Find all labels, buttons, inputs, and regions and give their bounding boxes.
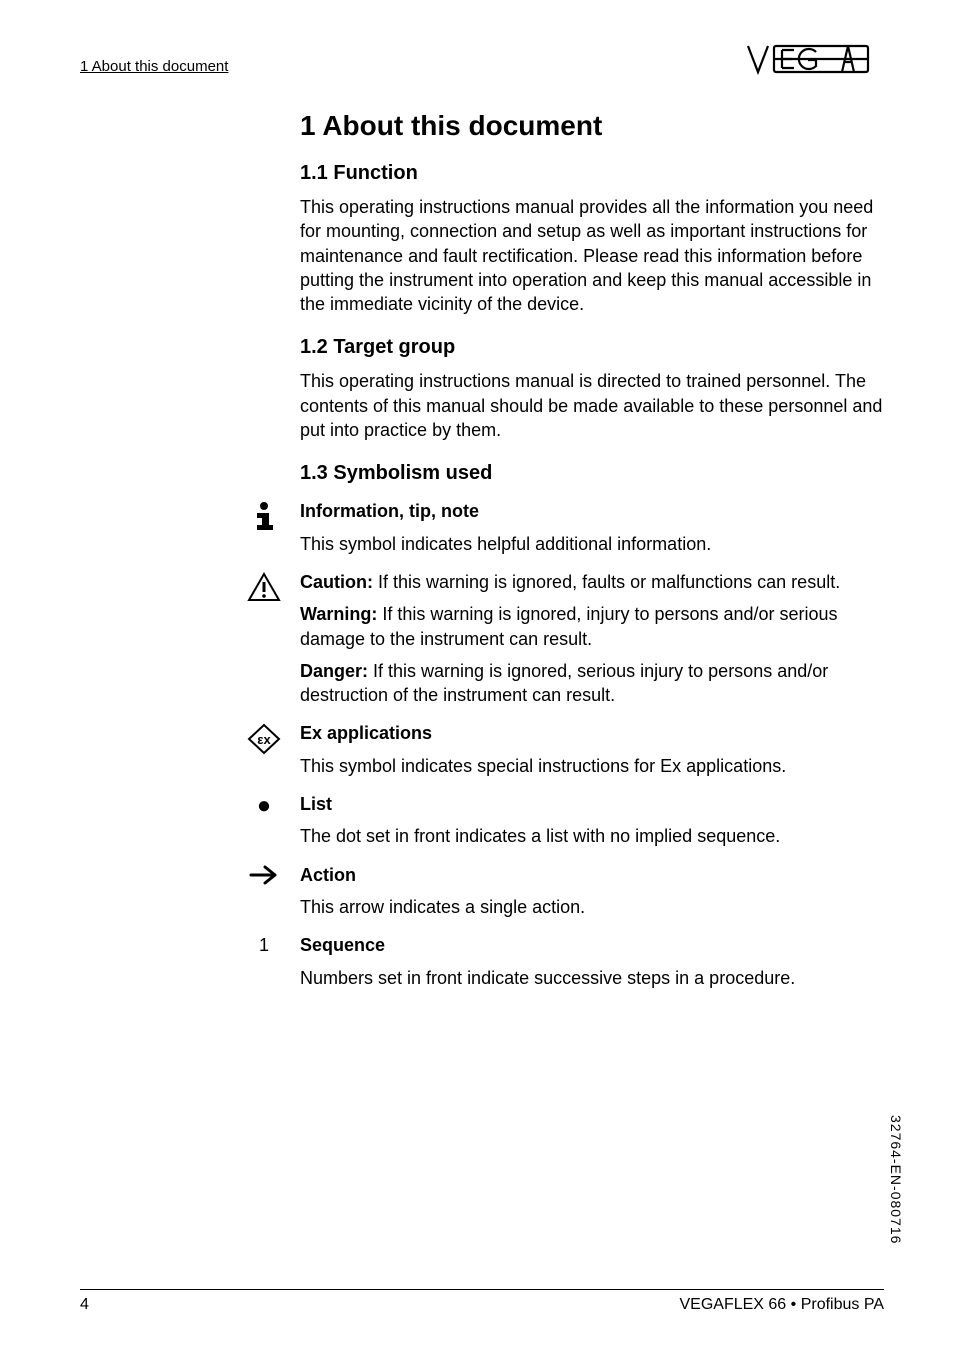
info-title: Information, tip, note: [300, 501, 479, 521]
symbol-ex: εx Ex applications This symbol indicates…: [300, 721, 884, 778]
svg-text:εx: εx: [257, 732, 271, 747]
symbol-info: Information, tip, note This symbol indic…: [300, 499, 884, 556]
para-target-group: This operating instructions manual is di…: [300, 369, 884, 442]
running-head: 1 About this document: [80, 58, 228, 75]
content-column: 1 About this document 1.1 Function This …: [300, 110, 884, 998]
page-number: 4: [80, 1296, 89, 1314]
symbol-list: ● List The dot set in front indicates a …: [300, 792, 884, 849]
symbol-action: Action This arrow indicates a single act…: [300, 863, 884, 920]
sequence-number-icon: 1: [244, 935, 284, 956]
action-title: Action: [300, 865, 356, 885]
info-icon: [244, 501, 284, 531]
action-text: This arrow indicates a single action.: [300, 895, 884, 919]
info-text: This symbol indicates helpful additional…: [300, 532, 884, 556]
footer: 4 VEGAFLEX 66 • Profibus PA: [80, 1289, 884, 1314]
ex-text: This symbol indicates special instructio…: [300, 754, 884, 778]
caution-label: Caution:: [300, 572, 373, 592]
danger-text: If this warning is ignored, serious inju…: [300, 661, 828, 705]
warning-label: Warning:: [300, 604, 377, 624]
symbol-sequence: 1 Sequence Numbers set in front indicate…: [300, 933, 884, 990]
warning-text: If this warning is ignored, injury to pe…: [300, 604, 838, 648]
heading-1: 1 About this document: [300, 110, 884, 142]
bullet-icon: ●: [244, 794, 284, 818]
vega-logo: [744, 42, 884, 83]
arrow-icon: [244, 865, 284, 885]
danger-label: Danger:: [300, 661, 368, 681]
heading-symbolism: 1.3 Symbolism used: [300, 462, 884, 485]
ex-icon: εx: [244, 723, 284, 755]
ex-title: Ex applications: [300, 723, 432, 743]
caution-icon: [244, 572, 284, 602]
heading-function: 1.1 Function: [300, 162, 884, 185]
footer-product: VEGAFLEX 66 • Profibus PA: [679, 1296, 884, 1314]
caution-text: If this warning is ignored, faults or ma…: [373, 572, 840, 592]
page: 1 About this document 1 About this docum…: [0, 0, 954, 1354]
symbol-caution: Caution: If this warning is ignored, fau…: [300, 570, 884, 707]
sequence-title: Sequence: [300, 935, 385, 955]
para-function: This operating instructions manual provi…: [300, 195, 884, 316]
heading-target-group: 1.2 Target group: [300, 336, 884, 359]
list-title: List: [300, 794, 332, 814]
sequence-text: Numbers set in front indicate successive…: [300, 966, 884, 990]
list-text: The dot set in front indicates a list wi…: [300, 824, 884, 848]
side-document-code: 32764-EN-080716: [888, 1115, 904, 1244]
